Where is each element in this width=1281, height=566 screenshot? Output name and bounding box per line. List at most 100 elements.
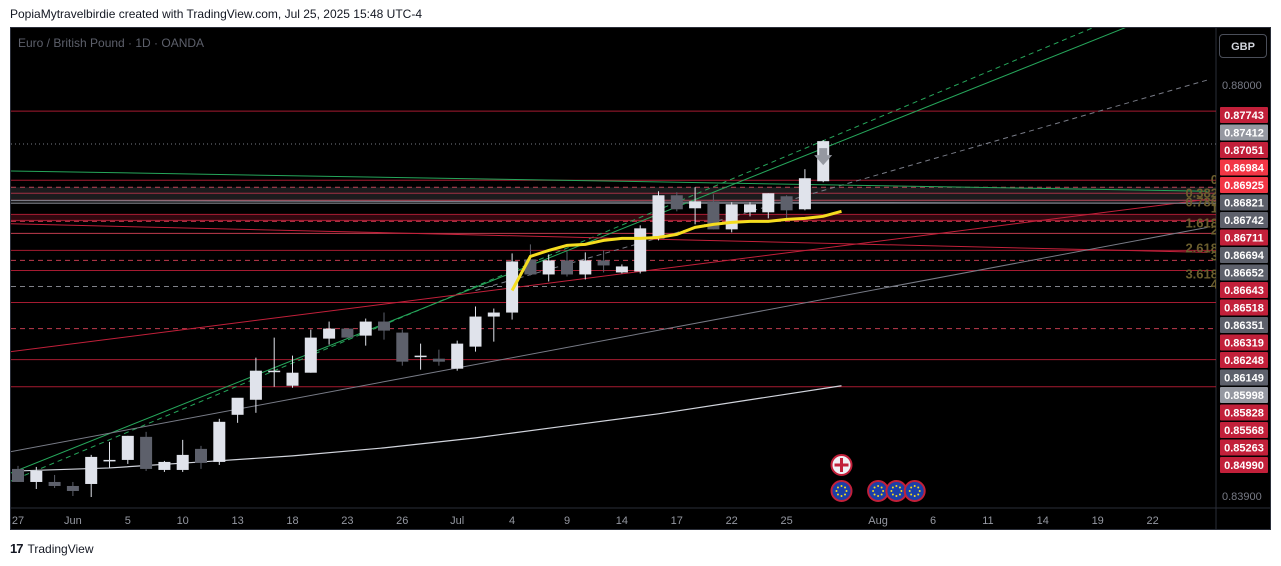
chart-caption: PopiaMytravelbirdie created with Trading…: [10, 7, 422, 21]
down-arrow-icon: [814, 148, 833, 166]
candle-body: [268, 370, 281, 373]
fib-level-label: 1: [1211, 200, 1218, 215]
candle-body: [597, 260, 610, 266]
currency-button[interactable]: GBP: [1219, 34, 1267, 58]
time-axis-tick: 14: [616, 515, 628, 527]
candle-body: [506, 261, 519, 313]
candle-body: [48, 481, 61, 486]
price-label-badge: [1220, 264, 1268, 281]
chart-panel[interactable]: 0 0.382 0.786 1 1.618 2 2.618 3 3.618 4 0.88000 0.8…: [10, 27, 1271, 530]
candle-body: [780, 196, 793, 211]
price-label-badge: [1220, 124, 1268, 141]
candle-body: [469, 316, 482, 347]
time-axis-tick: 14: [1037, 515, 1049, 527]
price-label-text: 0.86652: [1224, 268, 1264, 280]
price-label-text: 0.85998: [1224, 390, 1264, 402]
price-label-text: 0.86742: [1224, 215, 1264, 227]
price-label-badge: [1220, 457, 1268, 473]
candle-body: [378, 321, 390, 331]
price-label-badge: [1220, 369, 1268, 386]
candle-body: [304, 337, 317, 373]
time-axis-tick: 17: [671, 515, 683, 527]
price-label-text: 0.86984: [1224, 163, 1265, 175]
long-moving-average: [17, 385, 842, 472]
trend-line: [11, 223, 1208, 253]
time-axis-tick: 4: [509, 515, 515, 527]
price-label-badge: [1220, 439, 1268, 456]
price-label-badge: [1220, 159, 1268, 176]
price-label-text: 0.86821: [1224, 198, 1264, 210]
candle-body: [396, 332, 409, 362]
candle-body: [66, 485, 79, 491]
price-label-text: 0.85263: [1224, 443, 1264, 455]
candle-body: [213, 421, 226, 462]
fib-level-label: 0: [1211, 172, 1218, 187]
price-label-text: 0.86351: [1224, 320, 1264, 332]
time-axis-tick: 25: [780, 515, 792, 527]
fib-level-label: 2.618: [1185, 240, 1218, 255]
candle-body: [341, 328, 354, 338]
fib-level-label: 4: [1211, 276, 1219, 291]
candle-body: [231, 397, 244, 415]
tradingview-logo[interactable]: 17 TradingView: [10, 541, 94, 556]
candle-body: [103, 459, 116, 462]
price-label-badge: [1220, 107, 1268, 123]
trend-line: [11, 226, 1208, 453]
candle-body: [670, 195, 683, 210]
candle-body: [12, 468, 24, 482]
price-label-text: 0.87412: [1224, 128, 1264, 140]
time-axis-tick: 22: [726, 515, 738, 527]
time-axis-tick: 18: [286, 515, 298, 527]
time-axis-tick: 19: [1092, 515, 1104, 527]
candle-body: [121, 435, 134, 460]
price-axis-tick: 0.88000: [1222, 80, 1262, 92]
candle-body: [140, 436, 153, 469]
candle-body: [652, 195, 665, 239]
time-axis-tick: 22: [1146, 515, 1158, 527]
candle-body: [487, 312, 500, 317]
price-label-text: 0.86711: [1224, 233, 1263, 245]
candle-body: [762, 193, 775, 213]
price-axis-tick: 0.83900: [1222, 491, 1262, 503]
trend-line: [11, 198, 1208, 353]
time-axis-tick: Jun: [64, 515, 82, 527]
price-label-badge: [1220, 352, 1268, 368]
time-axis-tick: 23: [341, 515, 353, 527]
gb-flag-icon: [830, 454, 853, 476]
price-label-text: 0.86149: [1224, 373, 1264, 385]
price-label-badge: [1220, 177, 1268, 193]
short-moving-average: [510, 209, 842, 292]
tradingview-brand: TradingView: [27, 541, 94, 556]
price-label-text: 0.86694: [1224, 250, 1265, 262]
candle-body: [359, 321, 372, 336]
price-label-text: 0.86518: [1224, 303, 1264, 315]
price-label-text: 0.84990: [1224, 460, 1264, 472]
candle-body: [176, 454, 189, 470]
price-label-badge: [1220, 299, 1268, 316]
candle-body: [414, 355, 427, 358]
price-label-badge: [1220, 194, 1268, 211]
price-label-text: 0.87743: [1224, 110, 1264, 122]
trend-line: [11, 170, 1208, 192]
price-label-badge: [1220, 387, 1268, 403]
time-axis-tick: 6: [930, 515, 936, 527]
candle-body: [634, 228, 647, 272]
candle-body: [615, 266, 628, 273]
time-axis-tick: 9: [564, 515, 570, 527]
price-label-badge: [1220, 247, 1268, 263]
time-axis-tick: 13: [231, 515, 243, 527]
candle-body: [158, 461, 171, 470]
time-axis-tick: 26: [396, 515, 408, 527]
candle-body: [542, 260, 555, 275]
candle-body: [323, 328, 336, 339]
time-axis-tick: Aug: [868, 515, 888, 527]
candle-body: [579, 260, 592, 275]
time-axis-tick: Jul: [450, 515, 464, 527]
trend-line: [11, 28, 1094, 482]
price-label-text: 0.87051: [1224, 145, 1264, 157]
fib-level-label: 1.618: [1185, 215, 1218, 230]
eu-flag-icon: [903, 480, 926, 502]
candle-body: [286, 372, 299, 386]
